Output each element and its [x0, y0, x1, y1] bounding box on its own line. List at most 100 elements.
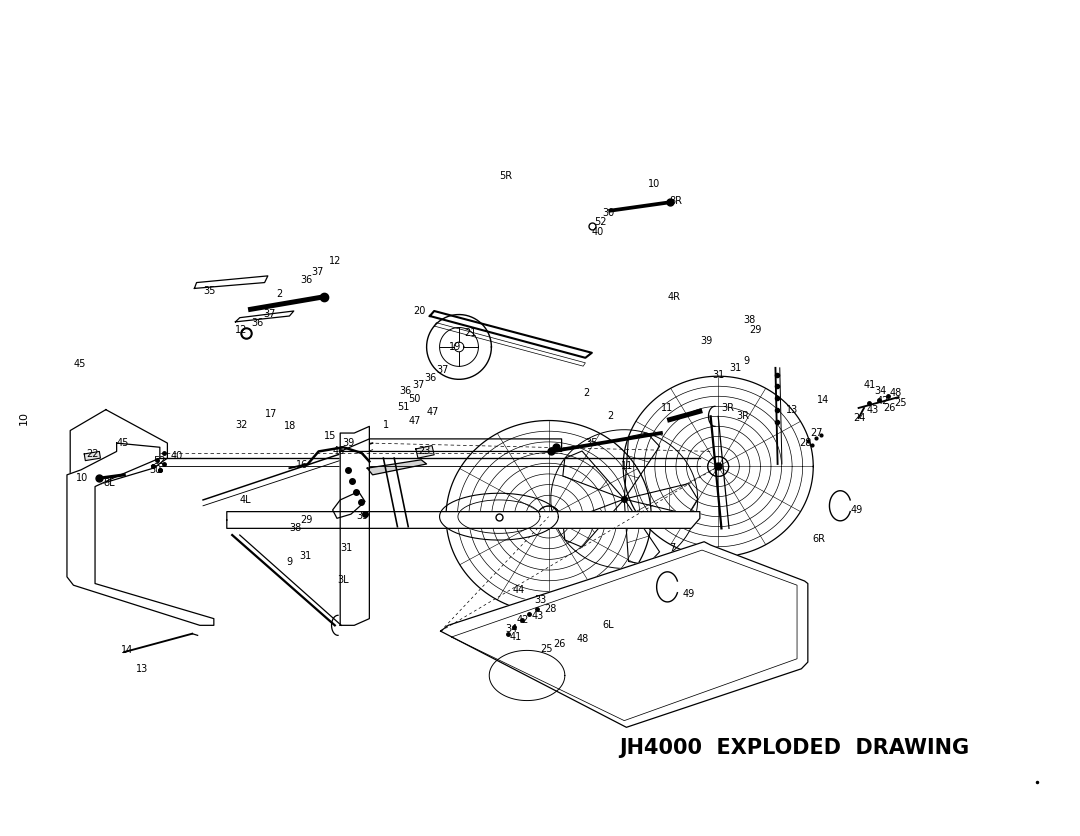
Text: JH4000  EXPLODED  DRAWING: JH4000 EXPLODED DRAWING: [619, 738, 969, 758]
Text: 28: 28: [544, 604, 556, 614]
Text: 20: 20: [414, 306, 426, 316]
Text: 22: 22: [86, 449, 99, 459]
Text: 39: 39: [356, 511, 368, 521]
Text: 40: 40: [171, 451, 183, 461]
Text: 9: 9: [743, 356, 750, 366]
Text: 11: 11: [661, 403, 673, 413]
Text: 10: 10: [18, 411, 29, 425]
Text: 25: 25: [894, 398, 907, 408]
Text: 5R: 5R: [499, 171, 512, 181]
Text: 39: 39: [700, 336, 712, 346]
Text: 8R: 8R: [670, 196, 683, 206]
Text: 11: 11: [621, 461, 633, 472]
Text: 25: 25: [540, 644, 553, 654]
Text: 31: 31: [299, 551, 311, 561]
Polygon shape: [84, 451, 100, 461]
Text: 36: 36: [424, 373, 436, 383]
Text: 48: 48: [577, 634, 589, 644]
Text: 40: 40: [592, 227, 604, 237]
Text: 41: 41: [510, 632, 522, 642]
Text: 21: 21: [464, 328, 476, 338]
Text: 37: 37: [436, 365, 448, 375]
Text: 18: 18: [284, 421, 296, 431]
Polygon shape: [441, 542, 808, 727]
Text: 3R: 3R: [737, 411, 750, 421]
Text: 33: 33: [535, 595, 546, 605]
Text: 10: 10: [76, 473, 87, 483]
Text: 13: 13: [786, 405, 798, 415]
Text: 35: 35: [585, 438, 597, 448]
Text: 15: 15: [324, 431, 336, 441]
Text: 6L: 6L: [603, 620, 615, 630]
Text: 49: 49: [851, 505, 863, 515]
Text: 17: 17: [265, 409, 276, 419]
Polygon shape: [67, 443, 214, 625]
Text: 31: 31: [340, 543, 352, 553]
Text: 42: 42: [516, 615, 528, 625]
Text: 44: 44: [513, 585, 525, 595]
Text: 48: 48: [890, 388, 902, 398]
Text: 32: 32: [235, 420, 247, 430]
Text: 34: 34: [505, 624, 517, 634]
Polygon shape: [416, 446, 434, 458]
Text: 27: 27: [810, 428, 823, 438]
Text: 4R: 4R: [667, 292, 680, 302]
Text: 38: 38: [289, 523, 301, 533]
Text: 3R: 3R: [721, 403, 734, 413]
Text: 10: 10: [648, 179, 660, 189]
Text: 43: 43: [531, 611, 543, 621]
Text: 12: 12: [329, 256, 341, 266]
Text: 26: 26: [553, 639, 565, 649]
Text: 39: 39: [342, 438, 354, 448]
Text: 45: 45: [117, 438, 129, 448]
Polygon shape: [367, 460, 427, 475]
Text: 37: 37: [413, 380, 424, 390]
Text: 26: 26: [883, 403, 895, 413]
Text: 36: 36: [252, 318, 264, 328]
Text: 16: 16: [296, 460, 308, 470]
Text: 45: 45: [73, 359, 85, 369]
Text: 24: 24: [853, 413, 865, 423]
Text: 36: 36: [300, 275, 312, 285]
Text: 50: 50: [408, 394, 420, 404]
Text: 43: 43: [866, 405, 878, 415]
Text: 8L: 8L: [104, 478, 116, 488]
Text: 19: 19: [449, 342, 461, 352]
Text: 1: 1: [383, 420, 390, 430]
Text: 7: 7: [670, 543, 676, 553]
Text: 13: 13: [136, 664, 148, 674]
Text: 47: 47: [408, 415, 420, 426]
Text: 31: 31: [713, 370, 725, 380]
Text: 30: 30: [603, 208, 615, 218]
Text: 52: 52: [594, 217, 607, 227]
Text: 52: 52: [153, 456, 166, 466]
Text: 2: 2: [607, 411, 613, 421]
Text: 34: 34: [875, 386, 887, 396]
Text: 41: 41: [864, 380, 876, 390]
Text: 12: 12: [235, 325, 247, 335]
Text: 4L: 4L: [240, 495, 252, 505]
Text: 35: 35: [203, 286, 215, 296]
Text: 51: 51: [397, 402, 409, 412]
Text: 9: 9: [286, 557, 293, 567]
Text: 3L: 3L: [337, 575, 349, 585]
Text: 37: 37: [311, 267, 323, 277]
Text: 30: 30: [149, 465, 161, 475]
Text: 2: 2: [276, 289, 283, 299]
Text: 47: 47: [427, 407, 438, 417]
Polygon shape: [340, 426, 369, 625]
Text: 14: 14: [121, 645, 133, 655]
Text: 14: 14: [816, 395, 828, 405]
Text: 29: 29: [300, 515, 312, 525]
Text: 38: 38: [743, 315, 755, 325]
Text: 49: 49: [683, 589, 694, 599]
Text: 28: 28: [799, 438, 811, 448]
Text: 2: 2: [583, 388, 590, 398]
Polygon shape: [227, 512, 700, 528]
Text: 6R: 6R: [812, 534, 825, 544]
Text: 36: 36: [400, 386, 411, 396]
Text: 37: 37: [264, 309, 275, 319]
Text: 29: 29: [750, 325, 761, 335]
Text: 46: 46: [333, 446, 345, 456]
Text: 23: 23: [418, 446, 430, 456]
